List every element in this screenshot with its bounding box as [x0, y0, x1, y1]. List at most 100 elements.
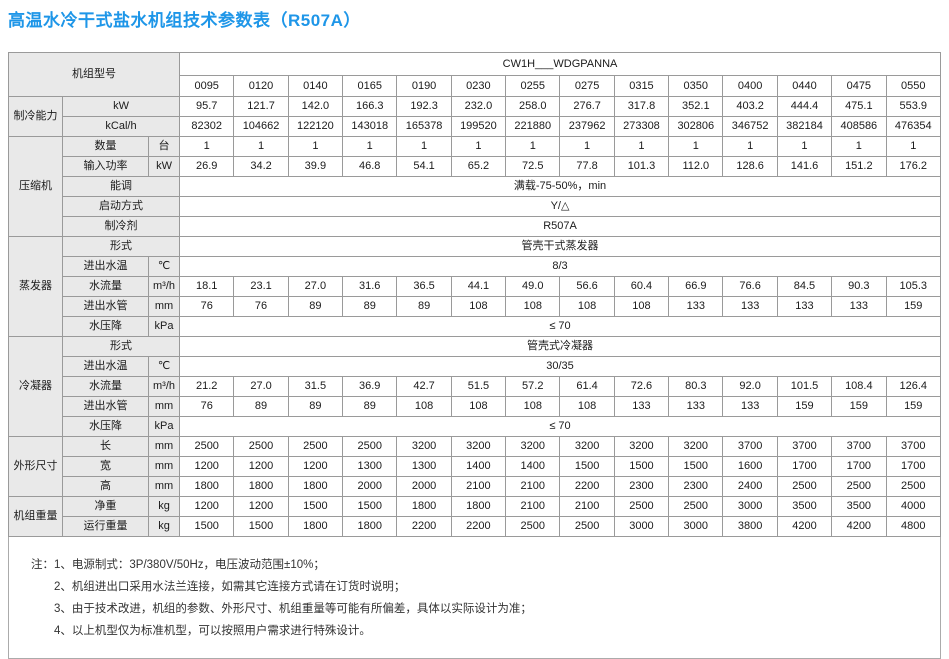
value-cell: 89 — [287, 296, 344, 317]
value-cell: 21.2 — [179, 376, 235, 397]
value-cell: 36.5 — [396, 276, 452, 297]
value-cell: 1 — [233, 136, 289, 157]
value-cell: 1 — [179, 136, 235, 157]
value-cell: 46.8 — [342, 156, 398, 177]
value-cell: 1700 — [885, 456, 941, 477]
value-cell: 1200 — [233, 496, 289, 517]
value-cell: 159 — [776, 396, 833, 417]
value-cell: 1600 — [722, 456, 778, 477]
notes-list: 1、电源制式：3P/380V/50Hz，电压波动范围±10%； 2、机组进出口采用… — [54, 554, 930, 642]
value-cell: 3200 — [613, 436, 670, 457]
value-cell: 18.1 — [179, 276, 235, 297]
value-cell: 108 — [559, 296, 615, 317]
value-cell: 39.9 — [287, 156, 344, 177]
value-cell: 1700 — [831, 456, 887, 477]
value-cell: 2500 — [668, 496, 724, 517]
value-cell: 133 — [776, 296, 833, 317]
value-cell: 1800 — [287, 516, 344, 537]
model-number: 0095 — [179, 75, 235, 97]
value-cell: 1 — [831, 136, 887, 157]
value-cell: 2500 — [776, 476, 833, 497]
value-cell: 3200 — [559, 436, 615, 457]
value-cell: 2500 — [559, 516, 615, 537]
unit-label: mm — [147, 296, 181, 317]
value-cell: 1 — [342, 136, 398, 157]
value-cell: 1 — [885, 136, 941, 157]
value-cell: 3200 — [450, 436, 507, 457]
value-cell: 2100 — [559, 496, 615, 517]
param-label: 高 — [62, 476, 149, 497]
value-cell: 126.4 — [885, 376, 941, 397]
value-cell: 1 — [722, 136, 778, 157]
value-cell: 23.1 — [233, 276, 289, 297]
value-cell: 108 — [450, 396, 507, 417]
section-label: 外形尺寸 — [8, 436, 63, 497]
section-label: 制冷能力 — [8, 96, 63, 137]
value-cell: 1500 — [613, 456, 670, 477]
model-number: 0140 — [287, 75, 344, 97]
value-cell: 403.2 — [722, 96, 778, 117]
spec-table-body: 机组型号 CW1H___WDGPANNA 0095 0120 0140 0165 0190 0… — [7, 52, 941, 537]
model-number: 0255 — [505, 75, 561, 97]
merged-value: ≤ 70 — [179, 316, 941, 337]
param-label: 进出水管 — [62, 296, 149, 317]
value-cell: 133 — [722, 296, 778, 317]
merged-value: ≤ 70 — [179, 416, 941, 437]
value-cell: 105.3 — [885, 276, 941, 297]
value-cell: 66.9 — [668, 276, 724, 297]
value-cell: 2500 — [831, 476, 887, 497]
value-cell: 60.4 — [613, 276, 670, 297]
value-cell: 1800 — [342, 516, 398, 537]
param-label: 形式 — [61, 236, 181, 257]
value-cell: 49.0 — [505, 276, 561, 297]
value-cell: 1 — [505, 136, 561, 157]
value-cell: 3200 — [396, 436, 452, 457]
value-cell: 89 — [233, 396, 289, 417]
value-cell: 2500 — [179, 436, 235, 457]
value-cell: 42.7 — [396, 376, 452, 397]
value-cell: 27.0 — [233, 376, 289, 397]
value-cell: 151.2 — [831, 156, 887, 177]
notes: 注： 1、电源制式：3P/380V/50Hz，电压波动范围±10%； 2、机组进出… — [8, 537, 941, 659]
value-cell: 192.3 — [396, 96, 452, 117]
value-cell: 92.0 — [722, 376, 778, 397]
value-cell: 1500 — [342, 496, 398, 517]
merged-value: 管壳式冷凝器 — [179, 336, 941, 357]
value-cell: 1800 — [450, 496, 507, 517]
param-label: 长 — [62, 436, 149, 457]
value-cell: 165378 — [396, 116, 452, 137]
param-label: kCal/h — [61, 116, 181, 137]
unit-label: ℃ — [147, 256, 181, 277]
value-cell: 1 — [396, 136, 452, 157]
value-cell: 1400 — [505, 456, 561, 477]
value-cell: 26.9 — [179, 156, 235, 177]
model-number: 0275 — [559, 75, 615, 97]
value-cell: 2100 — [450, 476, 507, 497]
value-cell: 133 — [668, 396, 724, 417]
value-cell: 317.8 — [613, 96, 670, 117]
value-cell: 1500 — [559, 456, 615, 477]
value-cell: 89 — [396, 296, 452, 317]
value-cell: 1 — [668, 136, 724, 157]
param-label: kW — [61, 96, 181, 117]
value-cell: 2000 — [396, 476, 452, 497]
param-label: 能调 — [61, 176, 181, 197]
value-cell: 1800 — [287, 476, 344, 497]
value-cell: 54.1 — [396, 156, 452, 177]
value-cell: 84.5 — [776, 276, 833, 297]
value-cell: 1500 — [668, 456, 724, 477]
value-cell: 3000 — [722, 496, 778, 517]
value-cell: 4000 — [885, 496, 941, 517]
value-cell: 2500 — [505, 516, 561, 537]
unit-label: 台 — [147, 136, 181, 157]
value-cell: 1800 — [179, 476, 235, 497]
value-cell: 2100 — [505, 496, 561, 517]
value-cell: 1 — [450, 136, 507, 157]
value-cell: 101.3 — [613, 156, 670, 177]
value-cell: 77.8 — [559, 156, 615, 177]
value-cell: 108 — [450, 296, 507, 317]
note-item-4: 4、以上机型仅为标准机型，可以按照用户需求进行特殊设计。 — [54, 625, 371, 637]
merged-value: 30/35 — [179, 356, 941, 377]
value-cell: 3500 — [831, 496, 887, 517]
value-cell: 65.2 — [450, 156, 507, 177]
